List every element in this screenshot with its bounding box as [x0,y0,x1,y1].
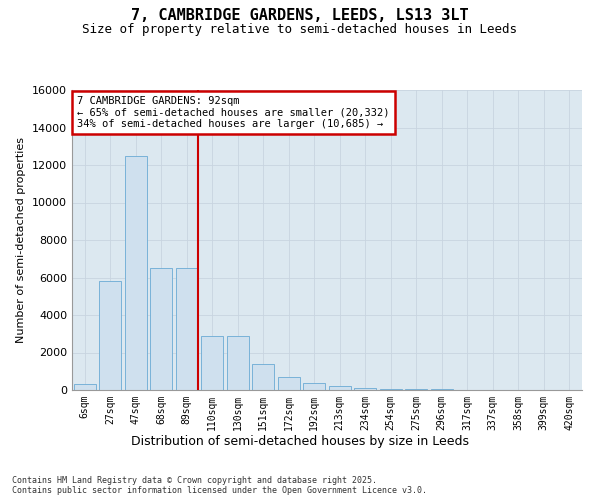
Bar [151,268,172,390]
Bar [100,281,121,390]
Text: Distribution of semi-detached houses by size in Leeds: Distribution of semi-detached houses by … [131,435,469,448]
Bar [74,384,95,390]
Bar [253,364,274,390]
Bar [406,389,427,390]
Bar [380,388,401,390]
Bar [202,336,223,390]
Bar [329,386,350,390]
Text: Size of property relative to semi-detached houses in Leeds: Size of property relative to semi-detach… [83,22,517,36]
Bar [176,268,197,390]
Text: 7 CAMBRIDGE GARDENS: 92sqm
← 65% of semi-detached houses are smaller (20,332)
34: 7 CAMBRIDGE GARDENS: 92sqm ← 65% of semi… [77,96,389,129]
Bar [125,156,146,390]
Bar [304,382,325,390]
Bar [227,336,248,390]
Bar [278,377,299,390]
Y-axis label: Number of semi-detached properties: Number of semi-detached properties [16,137,26,343]
Bar [355,388,376,390]
Text: Contains HM Land Registry data © Crown copyright and database right 2025.
Contai: Contains HM Land Registry data © Crown c… [12,476,427,495]
Text: 7, CAMBRIDGE GARDENS, LEEDS, LS13 3LT: 7, CAMBRIDGE GARDENS, LEEDS, LS13 3LT [131,8,469,22]
